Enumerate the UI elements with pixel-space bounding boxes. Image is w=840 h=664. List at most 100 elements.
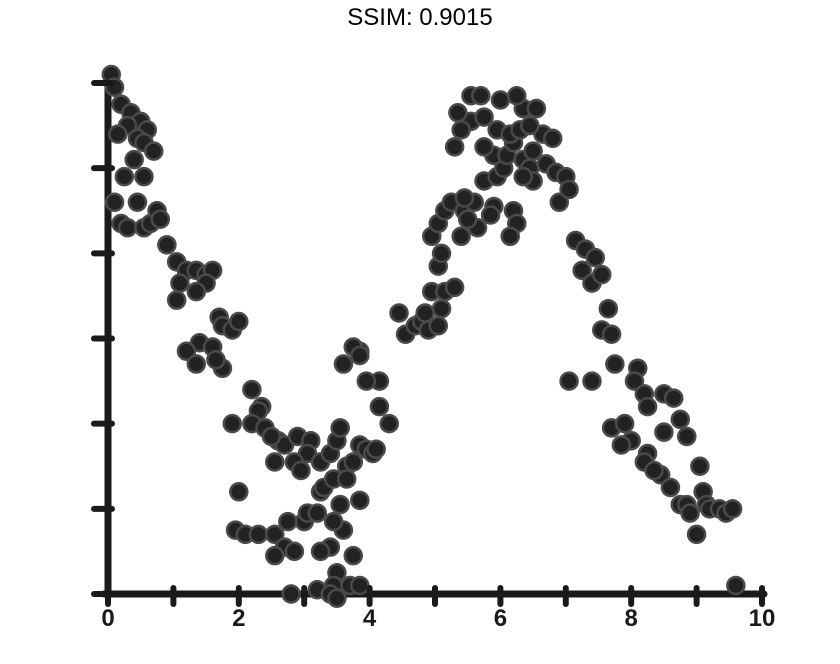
data-point	[323, 511, 344, 532]
data-point	[265, 452, 285, 472]
data-point	[431, 243, 452, 264]
data-point	[722, 499, 743, 519]
data-point	[585, 247, 605, 268]
data-point	[480, 205, 501, 225]
data-point	[451, 120, 471, 140]
data-point	[222, 413, 243, 434]
data-point	[150, 209, 171, 230]
data-point	[601, 324, 622, 344]
data-point	[559, 371, 579, 391]
data-point	[513, 166, 534, 187]
data-point	[144, 141, 164, 161]
data-point	[670, 409, 690, 430]
data-point	[108, 124, 128, 144]
data-point	[307, 503, 328, 523]
data-point	[278, 511, 298, 532]
data-point	[134, 166, 154, 187]
data-point	[343, 545, 363, 566]
data-point	[592, 264, 612, 285]
data-point	[330, 418, 350, 438]
data-point	[474, 107, 494, 127]
data-point	[265, 545, 285, 566]
data-point	[206, 350, 226, 370]
data-point	[690, 456, 710, 476]
data-point	[448, 103, 468, 123]
data-point	[451, 226, 471, 247]
data-point	[507, 86, 527, 106]
x-tick-label: 8	[625, 605, 638, 632]
data-point	[379, 413, 399, 434]
data-point	[660, 477, 681, 498]
data-point	[415, 303, 435, 323]
data-point	[663, 388, 684, 408]
data-point	[166, 290, 187, 310]
data-point	[523, 141, 543, 161]
data-point	[611, 435, 632, 455]
data-point	[186, 354, 207, 374]
data-point	[389, 303, 409, 323]
data-point	[330, 494, 350, 515]
x-tick-label: 6	[494, 605, 507, 632]
data-point	[444, 137, 465, 157]
data-point	[186, 281, 207, 302]
data-point	[284, 541, 305, 562]
data-point	[350, 345, 370, 366]
data-point	[572, 260, 592, 281]
data-point	[104, 192, 125, 212]
data-point	[369, 396, 390, 417]
data-point	[471, 86, 491, 106]
x-tick-label: 2	[232, 605, 245, 632]
data-point	[327, 588, 347, 609]
data-point	[680, 503, 700, 523]
data-point	[229, 482, 249, 502]
x-tick-label: 4	[363, 605, 377, 632]
data-point	[124, 149, 144, 170]
data-point	[350, 575, 370, 596]
data-point	[457, 209, 478, 230]
data-points	[101, 64, 746, 609]
data-point	[624, 371, 645, 391]
data-point	[474, 137, 494, 157]
data-point	[176, 341, 197, 362]
data-point	[644, 460, 664, 481]
data-point	[559, 179, 579, 200]
data-point	[229, 311, 249, 332]
data-point	[127, 192, 148, 212]
data-point	[677, 426, 697, 447]
data-point	[170, 273, 190, 293]
data-point	[726, 575, 746, 596]
data-point	[281, 584, 301, 604]
data-point	[520, 115, 540, 136]
data-point	[350, 490, 370, 511]
data-point	[428, 315, 449, 336]
data-point	[343, 452, 363, 472]
data-point	[291, 460, 311, 481]
data-point	[336, 469, 357, 489]
data-point	[686, 524, 707, 545]
data-point	[117, 218, 138, 238]
data-point	[242, 379, 262, 400]
data-point	[654, 422, 674, 442]
chart-title: SSIM: 0.9015	[347, 4, 493, 31]
data-point	[454, 188, 475, 208]
data-point	[431, 298, 452, 319]
ticks: 0 2 4 6 8 10	[91, 80, 776, 632]
data-point	[310, 541, 331, 562]
data-point	[490, 90, 511, 110]
data-point	[637, 396, 658, 417]
x-tick-label: 10	[749, 605, 776, 632]
data-point	[614, 413, 635, 434]
data-point	[157, 235, 177, 255]
data-point	[248, 524, 269, 545]
data-point	[333, 354, 354, 374]
data-point	[542, 128, 563, 149]
data-point	[605, 354, 625, 374]
data-point	[265, 524, 285, 545]
data-point	[356, 371, 377, 391]
data-point	[582, 371, 602, 391]
data-point	[500, 226, 520, 247]
data-point	[549, 192, 570, 212]
data-point	[598, 298, 619, 319]
data-point	[366, 439, 386, 459]
